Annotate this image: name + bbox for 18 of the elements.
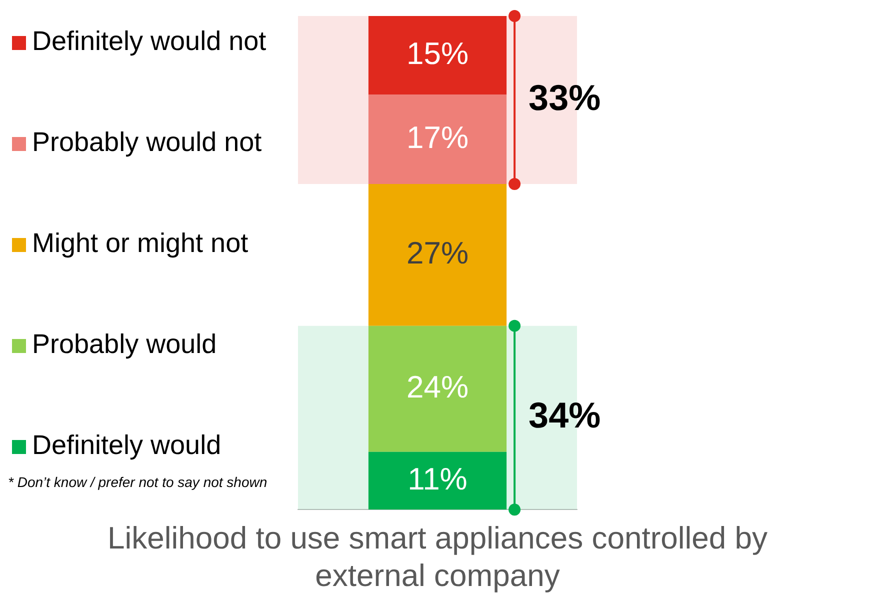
legend-label: Definitely would bbox=[32, 430, 222, 461]
bar bbox=[368, 452, 507, 510]
data-label: 27% bbox=[406, 235, 469, 270]
band-label: 33% bbox=[528, 76, 601, 118]
bar bbox=[368, 326, 507, 452]
legend-label: Definitely would not bbox=[32, 26, 266, 57]
x-tick-label: Likelihood to use smart appliances controlled by external company bbox=[108, 520, 768, 593]
data-label: 24% bbox=[406, 369, 469, 404]
band-label: 34% bbox=[528, 394, 601, 436]
bar bbox=[368, 16, 507, 95]
data-label: 17% bbox=[406, 120, 469, 155]
bar bbox=[368, 94, 507, 184]
legend-label: Might or might not bbox=[32, 228, 248, 259]
legend-label: Probably would bbox=[32, 329, 217, 360]
legend-label: Probably would not bbox=[32, 127, 262, 158]
data-label: 11% bbox=[408, 461, 468, 496]
text: * Don’t know / prefer not to say not shown bbox=[8, 474, 268, 490]
data-label: 15% bbox=[406, 36, 469, 71]
